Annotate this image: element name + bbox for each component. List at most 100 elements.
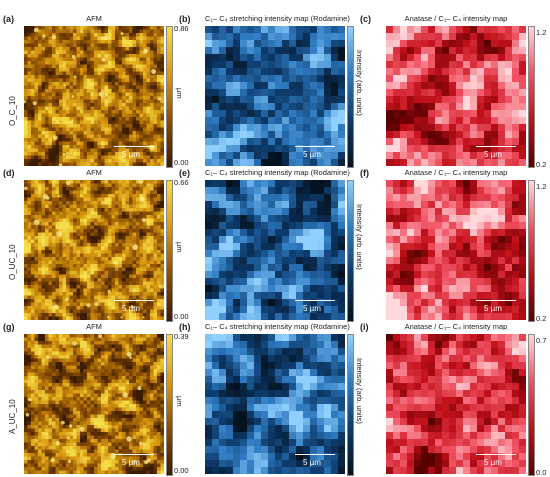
map-cell bbox=[324, 180, 331, 187]
map-cell bbox=[49, 208, 53, 212]
map-cell bbox=[73, 215, 77, 219]
map-cell bbox=[80, 268, 84, 272]
map-cell bbox=[119, 292, 123, 296]
map-cell bbox=[136, 86, 140, 90]
map-cell bbox=[136, 205, 140, 209]
map-cell bbox=[28, 278, 32, 282]
map-cell bbox=[414, 229, 421, 236]
map-cell bbox=[143, 278, 147, 282]
map-cell bbox=[73, 212, 77, 216]
map-cell bbox=[115, 89, 119, 93]
map-cell bbox=[49, 128, 53, 132]
afm-particle bbox=[94, 302, 98, 306]
map-cell bbox=[98, 131, 102, 135]
map-cell bbox=[35, 82, 39, 86]
map-cell bbox=[101, 30, 105, 34]
map-cell bbox=[98, 282, 102, 286]
map-cell bbox=[136, 40, 140, 44]
map-cell bbox=[161, 250, 165, 254]
map-cell bbox=[101, 191, 105, 195]
map-cell bbox=[477, 187, 484, 194]
map-cell bbox=[24, 271, 28, 275]
map-cell bbox=[129, 229, 133, 233]
map-cell bbox=[38, 338, 42, 342]
map-cell bbox=[247, 222, 254, 229]
map-cell bbox=[108, 68, 112, 72]
map-cell bbox=[84, 191, 88, 195]
map-cell bbox=[219, 75, 226, 82]
map-cell bbox=[94, 233, 98, 237]
map-cell bbox=[119, 191, 123, 195]
map-cell bbox=[73, 219, 77, 223]
map-cell bbox=[31, 68, 35, 72]
map-cell bbox=[150, 338, 154, 342]
afm-particle bbox=[34, 28, 39, 33]
map-cell bbox=[512, 257, 519, 264]
map-cell bbox=[212, 229, 219, 236]
map-cell bbox=[129, 254, 133, 258]
map-cell bbox=[296, 40, 303, 47]
map-cell bbox=[247, 215, 254, 222]
map-cell bbox=[94, 205, 98, 209]
map-cell bbox=[205, 96, 212, 103]
map-cell bbox=[484, 201, 491, 208]
map-cell bbox=[254, 278, 261, 285]
map-cell bbox=[87, 236, 91, 240]
map-cell bbox=[161, 149, 165, 153]
map-cell bbox=[147, 289, 151, 293]
map-cell bbox=[108, 145, 112, 149]
map-cell bbox=[80, 289, 84, 293]
map-cell bbox=[400, 26, 407, 33]
map-cell bbox=[303, 278, 310, 285]
map-cell bbox=[268, 75, 275, 82]
map-cell bbox=[442, 236, 449, 243]
map-cell bbox=[150, 285, 154, 289]
map-cell bbox=[150, 86, 154, 90]
map-cell bbox=[119, 282, 123, 286]
map-cell bbox=[91, 334, 95, 338]
map-cell bbox=[70, 163, 74, 167]
map-cell bbox=[94, 310, 98, 314]
map-cell bbox=[52, 58, 56, 62]
map-cell bbox=[150, 289, 154, 293]
map-cell bbox=[421, 89, 428, 96]
map-cell bbox=[442, 222, 449, 229]
map-cell bbox=[52, 93, 56, 97]
map-cell bbox=[136, 100, 140, 104]
map-cell bbox=[28, 117, 32, 121]
map-image bbox=[386, 180, 526, 320]
map-cell bbox=[505, 26, 512, 33]
map-cell bbox=[108, 201, 112, 205]
map-cell bbox=[154, 107, 158, 111]
map-cell bbox=[73, 310, 77, 314]
map-cell bbox=[80, 310, 84, 314]
map-cell bbox=[108, 152, 112, 156]
map-cell bbox=[31, 341, 35, 345]
map-cell bbox=[73, 79, 77, 83]
map-cell bbox=[219, 180, 226, 187]
map-cell bbox=[254, 229, 261, 236]
map-cell bbox=[119, 271, 123, 275]
map-cell bbox=[136, 317, 140, 321]
scale-bar bbox=[476, 300, 516, 301]
map-cell bbox=[115, 47, 119, 51]
map-cell bbox=[66, 37, 70, 41]
map-cell bbox=[289, 306, 296, 313]
map-cell bbox=[70, 47, 74, 51]
map-cell bbox=[205, 131, 212, 138]
map-cell bbox=[112, 58, 116, 62]
map-cell bbox=[421, 103, 428, 110]
map-cell bbox=[226, 131, 233, 138]
map-cell bbox=[119, 289, 123, 293]
map-cell bbox=[133, 72, 137, 76]
map-cell bbox=[143, 275, 147, 279]
map-cell bbox=[98, 285, 102, 289]
map-cell bbox=[63, 142, 67, 146]
map-cell bbox=[115, 198, 119, 202]
map-cell bbox=[66, 96, 70, 100]
map-cell bbox=[296, 75, 303, 82]
map-cell bbox=[449, 264, 456, 271]
map-cell bbox=[154, 30, 158, 34]
map-cell bbox=[63, 341, 67, 345]
map-cell bbox=[261, 208, 268, 215]
